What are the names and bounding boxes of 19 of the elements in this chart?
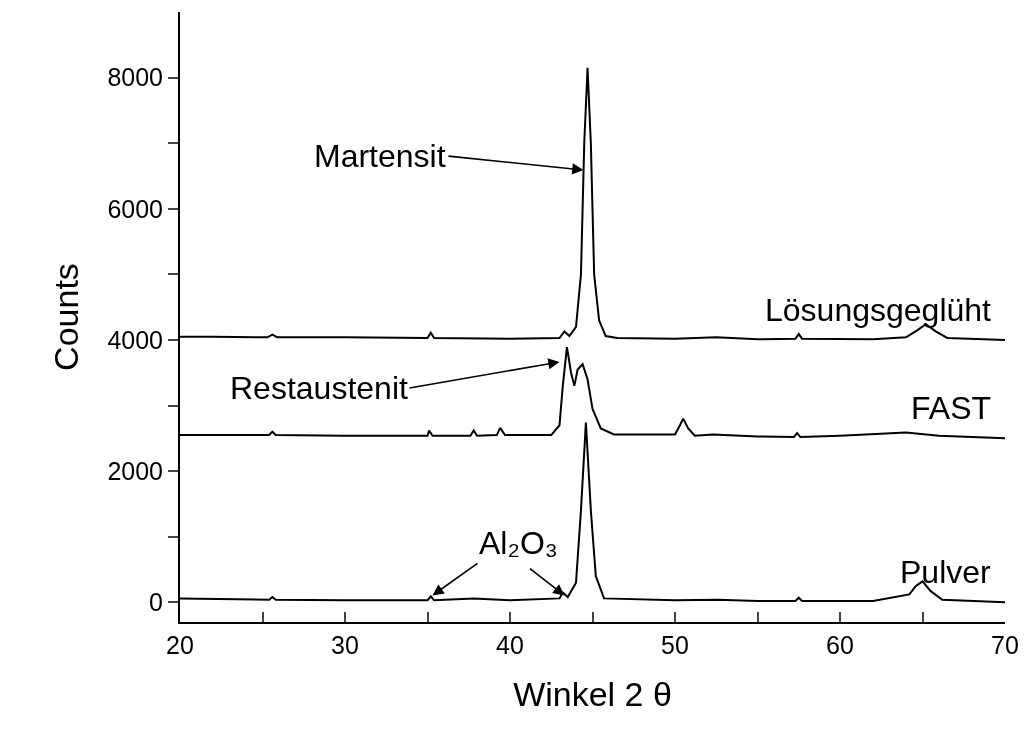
- x-tick-label: 40: [496, 631, 524, 659]
- series-label: FAST: [911, 390, 992, 426]
- annotation: Martensit: [314, 138, 446, 174]
- y-tick-label: 2000: [107, 456, 163, 485]
- y-tick-label: 6000: [107, 194, 163, 223]
- x-tick-label: 60: [826, 631, 854, 659]
- series-label: Pulver: [900, 554, 992, 590]
- x-tick-label: 70: [991, 631, 1019, 659]
- y-tick-label: 8000: [107, 63, 163, 92]
- y-axis-title: Counts: [47, 263, 86, 371]
- annotation: Restaustenit: [230, 370, 408, 406]
- x-tick-label: 20: [166, 631, 194, 659]
- y-tick-label: 0: [149, 588, 163, 617]
- x-tick-label: 30: [331, 631, 359, 659]
- x-axis-title: Winkel 2 θ: [513, 674, 672, 713]
- annotation: Al₂O₃: [479, 525, 558, 561]
- series-label: Lösungsgeglüht: [765, 292, 992, 328]
- x-tick-label: 50: [661, 631, 689, 659]
- y-tick-label: 4000: [107, 325, 163, 354]
